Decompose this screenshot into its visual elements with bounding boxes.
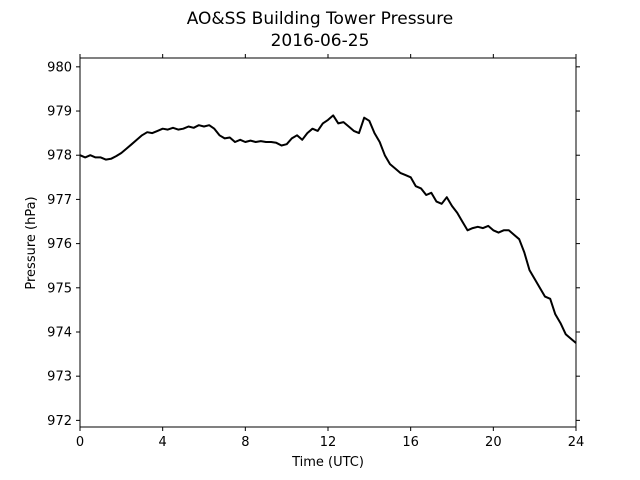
y-tick-label: 977 [47, 193, 72, 208]
y-axis-label: Pressure (hPa) [24, 196, 39, 289]
y-tick-label: 978 [47, 149, 72, 164]
y-tick-label: 976 [47, 237, 72, 252]
pressure-line [79, 114, 577, 344]
x-tick-label: 0 [76, 435, 84, 450]
y-tick-label: 972 [47, 414, 72, 429]
x-tick-label: 16 [402, 435, 419, 450]
y-tick-label: 975 [47, 281, 72, 296]
y-tick-label: 973 [47, 370, 72, 385]
y-tick-label: 980 [47, 60, 72, 75]
axis-ticks: 0 4 8 12 16 20 24 972 973 974 975 976 977 978 979 980 [47, 54, 584, 450]
x-tick-label: 8 [241, 435, 249, 450]
x-tick-label: 20 [485, 435, 502, 450]
x-axis-label: Time (UTC) [291, 455, 364, 470]
x-tick-label: 24 [568, 435, 585, 450]
x-tick-label: 4 [159, 435, 167, 450]
plot-area [79, 114, 577, 344]
chart-title: AO&SS Building Tower Pressure [187, 9, 454, 29]
chart-subtitle: 2016-06-25 [271, 31, 370, 51]
axes-frame [79, 57, 577, 428]
x-tick-label: 12 [320, 435, 337, 450]
y-tick-label: 979 [47, 105, 72, 120]
y-tick-label: 974 [47, 325, 72, 340]
